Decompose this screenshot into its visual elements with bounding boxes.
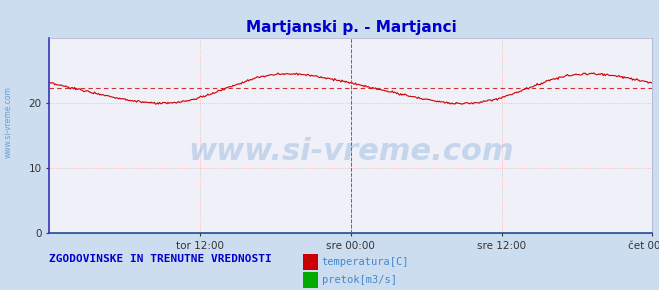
Text: pretok[m3/s]: pretok[m3/s]: [322, 275, 397, 285]
Text: ZGODOVINSKE IN TRENUTNE VREDNOSTI: ZGODOVINSKE IN TRENUTNE VREDNOSTI: [49, 254, 272, 264]
Text: www.si-vreme.com: www.si-vreme.com: [188, 137, 514, 166]
Text: www.si-vreme.com: www.si-vreme.com: [4, 86, 13, 158]
Title: Martjanski p. - Martjanci: Martjanski p. - Martjanci: [246, 20, 456, 35]
Text: temperatura[C]: temperatura[C]: [322, 258, 409, 267]
